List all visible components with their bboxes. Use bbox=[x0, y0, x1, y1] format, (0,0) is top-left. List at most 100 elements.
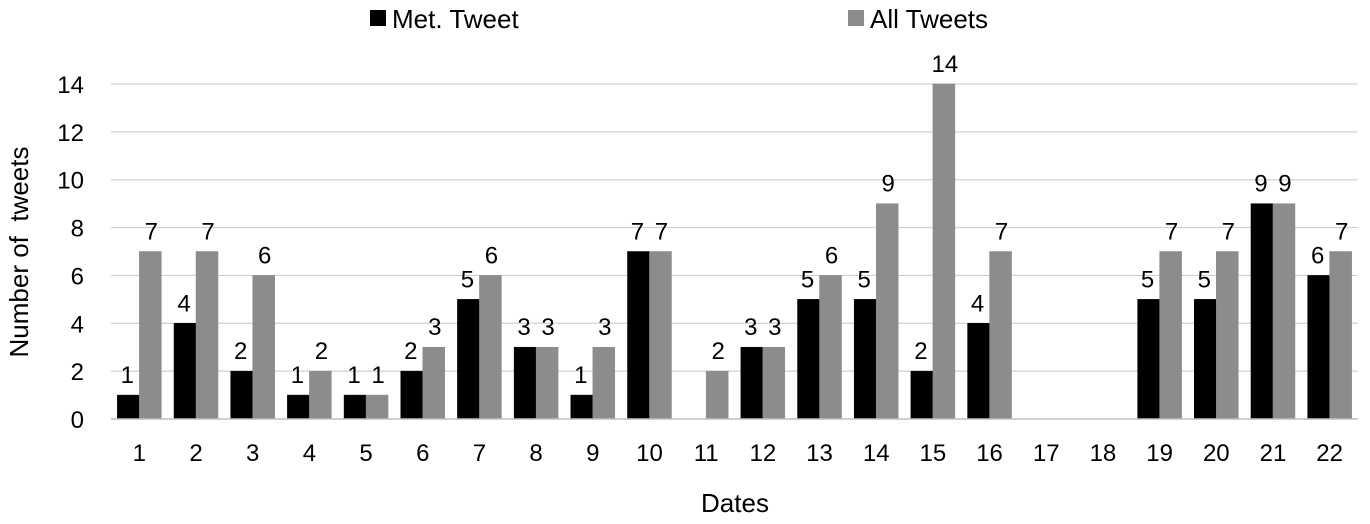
x-tick-label: 14 bbox=[863, 440, 890, 467]
data-label-met-tweet: 5 bbox=[858, 266, 871, 293]
y-tick-label: 0 bbox=[71, 407, 84, 434]
bar-met-tweet bbox=[1137, 299, 1160, 420]
bar-all-tweets bbox=[479, 275, 502, 420]
bar-met-tweet bbox=[173, 323, 197, 420]
y-tick-label: 6 bbox=[71, 263, 84, 290]
bar-met-tweet bbox=[570, 394, 594, 420]
x-tick-label: 8 bbox=[529, 440, 542, 467]
x-tick-label: 4 bbox=[303, 440, 316, 467]
y-tick-label: 10 bbox=[57, 168, 84, 195]
data-label-met-tweet: 7 bbox=[631, 219, 644, 246]
data-label-all-tweets: 7 bbox=[145, 219, 158, 246]
bar-all-tweets bbox=[1272, 203, 1296, 420]
x-tick-label: 3 bbox=[246, 440, 259, 467]
x-tick-label: 21 bbox=[1260, 440, 1287, 467]
x-tick-label: 9 bbox=[586, 440, 599, 467]
bar-met-tweet bbox=[400, 370, 423, 420]
data-label-met-tweet: 2 bbox=[404, 338, 417, 365]
bars bbox=[117, 83, 1352, 420]
bar-met-tweet bbox=[457, 299, 480, 420]
data-label-met-tweet: 4 bbox=[177, 290, 190, 317]
data-label-met-tweet: 3 bbox=[744, 314, 757, 341]
x-tick-label: 1 bbox=[133, 440, 146, 467]
data-label-met-tweet: 3 bbox=[517, 314, 530, 341]
y-tick-label: 12 bbox=[57, 120, 84, 147]
bar-met-tweet bbox=[967, 323, 990, 420]
legend-swatch-met-tweet bbox=[370, 10, 386, 26]
y-tick-label: 8 bbox=[71, 216, 84, 243]
bar-met-tweet bbox=[627, 251, 650, 420]
bar-met-tweet bbox=[230, 370, 253, 420]
bar-all-tweets bbox=[365, 394, 389, 420]
data-label-met-tweet: 1 bbox=[121, 362, 134, 389]
data-label-all-tweets: 2 bbox=[315, 338, 328, 365]
data-label-all-tweets: 3 bbox=[428, 314, 441, 341]
data-label-all-tweets: 6 bbox=[825, 242, 838, 269]
data-label-all-tweets: 7 bbox=[1165, 219, 1178, 246]
x-tick-label: 22 bbox=[1316, 440, 1343, 467]
data-label-met-tweet: 4 bbox=[971, 290, 984, 317]
data-label-all-tweets: 2 bbox=[711, 338, 724, 365]
data-label-all-tweets: 3 bbox=[768, 314, 781, 341]
data-label-all-tweets: 1 bbox=[371, 362, 384, 389]
y-tick-label: 4 bbox=[71, 311, 84, 338]
bar-all-tweets bbox=[1216, 251, 1239, 420]
bar-met-tweet bbox=[287, 394, 310, 420]
x-tick-label: 18 bbox=[1090, 440, 1117, 467]
bar-met-tweet bbox=[910, 370, 934, 420]
x-tick-label: 17 bbox=[1033, 440, 1060, 467]
y-tick-label: 14 bbox=[57, 72, 84, 99]
legend: Met. Tweet All Tweets bbox=[370, 4, 988, 34]
data-label-met-tweet: 9 bbox=[1254, 171, 1267, 198]
x-tick-label: 19 bbox=[1146, 440, 1173, 467]
bar-met-tweet bbox=[740, 346, 764, 420]
data-label-all-tweets: 7 bbox=[1222, 219, 1235, 246]
data-label-all-tweets: 3 bbox=[598, 314, 611, 341]
x-tick-label: 10 bbox=[636, 440, 663, 467]
data-label-all-tweets: 9 bbox=[882, 171, 895, 198]
data-label-met-tweet: 6 bbox=[1311, 242, 1324, 269]
bar-all-tweets bbox=[592, 346, 616, 420]
bar-all-tweets bbox=[819, 275, 842, 420]
x-tick-label: 11 bbox=[694, 440, 719, 467]
x-tick-label: 15 bbox=[920, 440, 947, 467]
data-label-all-tweets: 7 bbox=[995, 219, 1008, 246]
legend-swatch-all-tweets bbox=[848, 10, 864, 26]
data-label-met-tweet: 5 bbox=[461, 266, 474, 293]
x-tick-label: 12 bbox=[749, 440, 776, 467]
bar-all-tweets bbox=[875, 203, 899, 420]
bar-all-tweets bbox=[989, 251, 1012, 420]
data-label-met-tweet: 1 bbox=[291, 362, 304, 389]
data-label-all-tweets: 6 bbox=[258, 242, 271, 269]
x-tick-label: 5 bbox=[359, 440, 372, 467]
legend-label-all-tweets: All Tweets bbox=[870, 4, 988, 34]
data-label-all-tweets: 3 bbox=[541, 314, 554, 341]
data-label-met-tweet: 1 bbox=[574, 362, 587, 389]
data-label-met-tweet: 5 bbox=[1141, 266, 1154, 293]
data-label-all-tweets: 7 bbox=[201, 219, 214, 246]
x-tick-label: 20 bbox=[1203, 440, 1230, 467]
data-label-met-tweet: 2 bbox=[914, 338, 927, 365]
x-tick-label: 13 bbox=[806, 440, 833, 467]
x-tick-label: 6 bbox=[416, 440, 429, 467]
bar-all-tweets bbox=[422, 346, 445, 420]
x-tick-label: 7 bbox=[473, 440, 486, 467]
bar-all-tweets bbox=[195, 251, 219, 420]
x-axis-title: Dates bbox=[701, 488, 769, 518]
x-tick-label: 2 bbox=[189, 440, 202, 467]
data-label-met-tweet: 5 bbox=[801, 266, 814, 293]
bar-met-tweet bbox=[853, 299, 877, 420]
bar-all-tweets bbox=[932, 83, 956, 420]
bar-met-tweet bbox=[343, 394, 367, 420]
bar-all-tweets bbox=[535, 346, 559, 420]
bar-met-tweet bbox=[513, 346, 537, 420]
bar-all-tweets bbox=[1159, 251, 1182, 420]
legend-label-met-tweet: Met. Tweet bbox=[392, 4, 519, 34]
x-tick-label: 16 bbox=[976, 440, 1003, 467]
bar-all-tweets bbox=[309, 370, 332, 420]
x-axis-ticks: 1 2 3 4 5 6 7 8 9 10 11 12 13 14 15 16 17 18 19 20 21 22 bbox=[133, 440, 1343, 467]
bar-met-tweet bbox=[797, 299, 820, 420]
bar-all-tweets bbox=[705, 370, 729, 420]
